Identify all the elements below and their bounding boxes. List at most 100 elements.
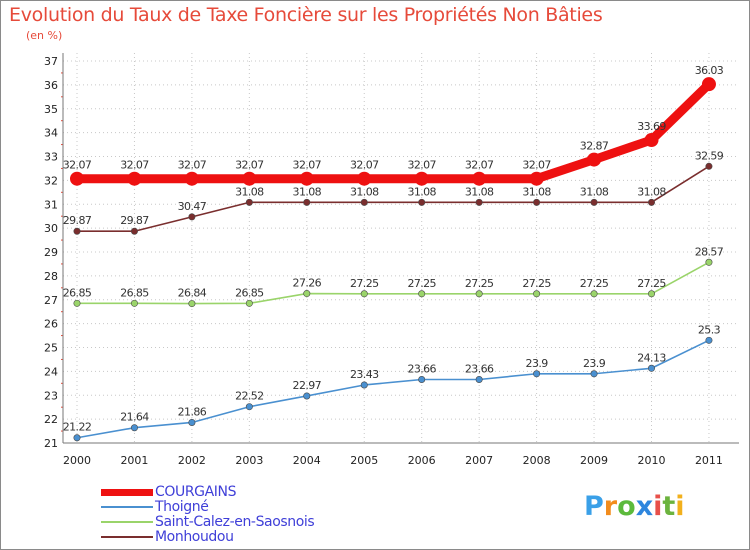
data-point-thoign — [130, 424, 138, 432]
data-label-monhoudou: 31.08 — [465, 185, 494, 198]
logo-letter: i — [653, 491, 663, 522]
data-point-monhoudou — [418, 198, 426, 206]
y-tick-label: 35 — [44, 103, 58, 116]
data-label-courgains: 32.07 — [407, 159, 436, 172]
grid-lines — [63, 53, 739, 443]
proxiti-logo: Proxiti — [584, 491, 685, 522]
data-point-monhoudou — [360, 198, 368, 206]
logo-letter: r — [603, 491, 618, 522]
series-line-saint-calez-en-saosnois — [76, 261, 710, 305]
data-label-saint-calez-en-saosnois: 27.25 — [350, 277, 379, 290]
data-label-courgains: 32.07 — [522, 159, 551, 172]
series-lines — [72, 79, 714, 439]
data-label-courgains: 32.07 — [178, 159, 207, 172]
y-tick-label: 37 — [44, 55, 58, 68]
unit-label: (en %) — [26, 29, 63, 42]
data-point-saint-calez-en-saosnois — [130, 299, 138, 307]
data-label-thoign: 21.22 — [63, 421, 92, 434]
data-label-monhoudou: 31.08 — [235, 185, 264, 198]
data-point-monhoudou — [475, 198, 483, 206]
data-point-thoign — [73, 434, 81, 442]
data-label-saint-calez-en-saosnois: 26.84 — [178, 287, 207, 300]
legend-swatch-saint-calez — [101, 521, 153, 523]
legend-swatch-courgains — [101, 489, 153, 496]
data-point-monhoudou — [73, 227, 81, 235]
data-label-thoign: 21.64 — [120, 411, 149, 424]
data-point-courgains — [644, 133, 659, 148]
data-label-monhoudou: 31.08 — [580, 185, 609, 198]
data-label-thoign: 23.9 — [526, 357, 549, 370]
data-point-courgains — [299, 171, 314, 186]
data-point-monhoudou — [130, 227, 138, 235]
data-label-courgains: 32.07 — [120, 159, 149, 172]
axes — [61, 53, 739, 444]
data-label-saint-calez-en-saosnois: 27.25 — [522, 277, 551, 290]
data-point-saint-calez-en-saosnois — [73, 299, 81, 307]
data-point-saint-calez-en-saosnois — [418, 290, 426, 298]
data-point-monhoudou — [533, 198, 541, 206]
data-label-courgains: 36.03 — [695, 64, 724, 77]
data-label-saint-calez-en-saosnois: 27.26 — [293, 277, 322, 290]
data-label-thoign: 23.9 — [583, 357, 606, 370]
data-point-thoign — [245, 403, 253, 411]
data-point-saint-calez-en-saosnois — [245, 299, 253, 307]
x-tick-label: 2010 — [638, 454, 666, 467]
y-axis-ticks: 21 22 23 24 25 26 27 28 29 30 31 32 33 34 35 36 37 — [44, 55, 58, 450]
data-point-courgains — [701, 77, 716, 92]
y-tick-label: 23 — [44, 389, 58, 402]
data-label-saint-calez-en-saosnois: 28.57 — [695, 245, 724, 258]
x-tick-label: 2004 — [293, 454, 321, 467]
data-point-thoign — [303, 392, 311, 400]
logo-letter: o — [617, 491, 636, 522]
y-tick-label: 27 — [44, 294, 58, 307]
data-point-saint-calez-en-saosnois — [475, 290, 483, 298]
data-label-thoign: 23.66 — [407, 362, 436, 375]
data-label-courgains: 32.07 — [465, 159, 494, 172]
data-point-saint-calez-en-saosnois — [303, 290, 311, 298]
data-point-thoign — [475, 375, 483, 383]
x-tick-label: 2002 — [178, 454, 206, 467]
y-tick-label: 28 — [44, 270, 58, 283]
data-label-thoign: 23.66 — [465, 362, 494, 375]
x-axis-ticks: 2000 2001 2002 2003 2004 2005 2006 2007 2008 2009… — [63, 454, 723, 467]
data-label-courgains: 32.87 — [580, 140, 609, 153]
x-tick-label: 2001 — [120, 454, 148, 467]
data-label-monhoudou: 31.08 — [350, 185, 379, 198]
legend-label-saint-calez: Saint-Calez-en-Saosnois — [155, 514, 315, 530]
data-point-thoign — [188, 418, 196, 426]
y-tick-label: 36 — [44, 79, 58, 92]
data-point-courgains — [127, 171, 142, 186]
chart-title: Evolution du Taux de Taxe Foncière sur l… — [9, 4, 603, 26]
x-tick-label: 2007 — [465, 454, 493, 467]
data-point-monhoudou — [188, 213, 196, 221]
series-labels: 21.22 21.64 21.86 22.52 22.97 23.43 23.66 23.66… — [63, 64, 725, 434]
data-point-thoign — [360, 381, 368, 389]
x-tick-label: 2011 — [695, 454, 723, 467]
x-tick-label: 2005 — [350, 454, 378, 467]
data-label-thoign: 22.97 — [293, 379, 322, 392]
data-point-monhoudou — [647, 198, 655, 206]
data-point-monhoudou — [245, 198, 253, 206]
data-label-saint-calez-en-saosnois: 27.25 — [637, 277, 666, 290]
data-point-courgains — [529, 171, 544, 186]
data-point-thoign — [647, 364, 655, 372]
data-point-courgains — [472, 171, 487, 186]
legend-swatch-monhoudou — [101, 536, 153, 538]
x-tick-label: 2008 — [523, 454, 551, 467]
data-point-monhoudou — [705, 162, 713, 170]
y-tick-label: 24 — [44, 365, 58, 378]
data-label-courgains: 32.07 — [63, 159, 92, 172]
x-tick-label: 2000 — [63, 454, 91, 467]
x-tick-label: 2006 — [408, 454, 436, 467]
x-tick-label: 2003 — [235, 454, 263, 467]
series-line-thoign — [76, 339, 710, 439]
data-label-monhoudou: 29.87 — [120, 214, 149, 227]
data-label-thoign: 24.13 — [637, 351, 666, 364]
data-point-courgains — [184, 171, 199, 186]
data-label-saint-calez-en-saosnois: 27.25 — [580, 277, 609, 290]
data-point-saint-calez-en-saosnois — [533, 290, 541, 298]
data-label-thoign: 23.43 — [350, 368, 379, 381]
data-label-courgains: 33.69 — [637, 120, 666, 133]
y-tick-label: 21 — [44, 437, 58, 450]
